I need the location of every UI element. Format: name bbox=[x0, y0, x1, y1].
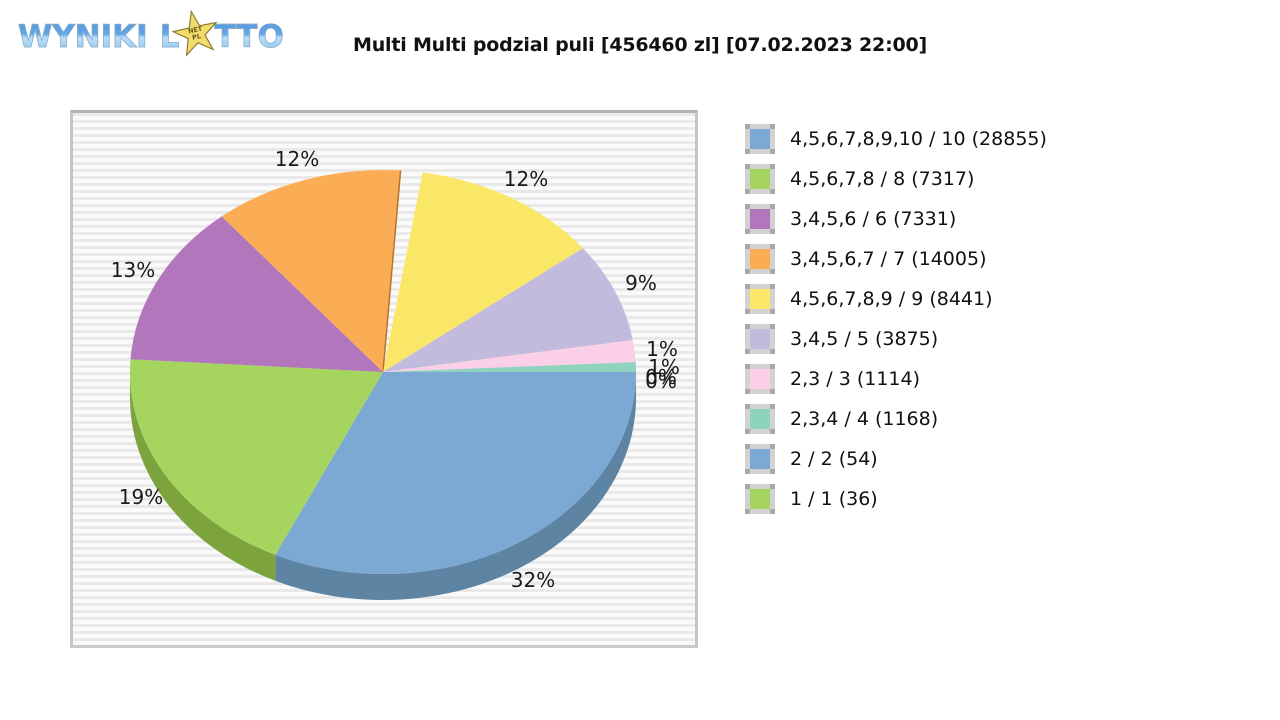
pie-slice bbox=[383, 248, 633, 372]
legend-item: 4,5,6,7,8 / 8 (7317) bbox=[745, 164, 1047, 194]
pie-slice bbox=[130, 216, 383, 372]
legend-label: 4,5,6,7,8 / 8 (7317) bbox=[790, 168, 975, 190]
svg-text:PL: PL bbox=[192, 32, 202, 42]
legend-item: 4,5,6,7,8,9,10 / 10 (28855) bbox=[745, 124, 1047, 154]
pie-slice bbox=[221, 170, 401, 372]
pie-percent-label: 0% bbox=[645, 365, 677, 389]
chart-legend: 4,5,6,7,8,9,10 / 10 (28855) 4,5,6,7,8 / 8… bbox=[745, 124, 1047, 524]
legend-label: 3,4,5,6,7 / 7 (14005) bbox=[790, 248, 987, 270]
legend-label: 4,5,6,7,8,9,10 / 10 (28855) bbox=[790, 128, 1047, 150]
legend-item: 3,4,5,6 / 6 (7331) bbox=[745, 204, 1047, 234]
logo-word-tto: TTO bbox=[214, 19, 284, 56]
legend-label: 2 / 2 (54) bbox=[790, 448, 878, 470]
legend-label: 3,4,5 / 5 (3875) bbox=[790, 328, 939, 350]
legend-label: 1 / 1 (36) bbox=[790, 488, 878, 510]
logo-word-l: L bbox=[159, 19, 180, 56]
pie-slice bbox=[383, 340, 636, 372]
legend-swatch bbox=[745, 404, 775, 434]
legend-swatch bbox=[745, 164, 775, 194]
legend-label: 2,3,4 / 4 (1168) bbox=[790, 408, 939, 430]
legend-swatch bbox=[745, 244, 775, 274]
legend-swatch bbox=[745, 204, 775, 234]
pie-slice bbox=[383, 362, 636, 372]
legend-item: 4,5,6,7,8,9 / 9 (8441) bbox=[745, 284, 1047, 314]
legend-swatch bbox=[745, 364, 775, 394]
logo-star-icon: NET PL bbox=[172, 10, 219, 57]
pie-percent-label: 19% bbox=[118, 485, 164, 509]
legend-swatch bbox=[745, 284, 775, 314]
pie-percent-label: 1% bbox=[648, 355, 680, 379]
legend-item: 3,4,5 / 5 (3875) bbox=[745, 324, 1047, 354]
pie-chart-plot-area: 32% 19% 13% 12% 12% 9% 1% 1% 0% 0% bbox=[70, 110, 698, 648]
logo-word-wyniki: WYNIKI bbox=[18, 19, 148, 56]
svg-text:NET: NET bbox=[188, 25, 204, 36]
legend-item: 1 / 1 (36) bbox=[745, 484, 1047, 514]
site-logo[interactable]: WYNIKI L NET PL TTO bbox=[18, 10, 284, 64]
pie-percent-label: 0% bbox=[645, 369, 677, 393]
pie-percent-label: 13% bbox=[110, 258, 156, 282]
legend-item: 3,4,5,6,7 / 7 (14005) bbox=[745, 244, 1047, 274]
pie-slice bbox=[275, 372, 636, 575]
pie-slice-side bbox=[275, 372, 637, 601]
pie-slice-edge bbox=[382, 170, 402, 373]
pie-percent-label: 12% bbox=[503, 167, 549, 191]
legend-item: 2,3,4 / 4 (1168) bbox=[745, 404, 1047, 434]
pie-slice-side bbox=[130, 372, 276, 581]
pie-percent-label: 32% bbox=[510, 568, 556, 592]
pie-percent-label: 12% bbox=[274, 147, 320, 171]
legend-label: 2,3 / 3 (1114) bbox=[790, 368, 921, 390]
pie-slice bbox=[129, 359, 383, 555]
pie-percent-label: 1% bbox=[646, 337, 678, 361]
pie-slice bbox=[383, 172, 583, 372]
legend-swatch bbox=[745, 124, 775, 154]
legend-swatch bbox=[745, 444, 775, 474]
legend-label: 3,4,5,6 / 6 (7331) bbox=[790, 208, 957, 230]
pie-percent-label: 9% bbox=[625, 271, 657, 295]
legend-swatch bbox=[745, 324, 775, 354]
legend-item: 2 / 2 (54) bbox=[745, 444, 1047, 474]
legend-swatch bbox=[745, 484, 775, 514]
legend-label: 4,5,6,7,8,9 / 9 (8441) bbox=[790, 288, 993, 310]
legend-item: 2,3 / 3 (1114) bbox=[745, 364, 1047, 394]
pie-chart bbox=[129, 170, 637, 601]
chart-title: Multi Multi podzial puli [456460 zl] [07… bbox=[352, 34, 927, 56]
